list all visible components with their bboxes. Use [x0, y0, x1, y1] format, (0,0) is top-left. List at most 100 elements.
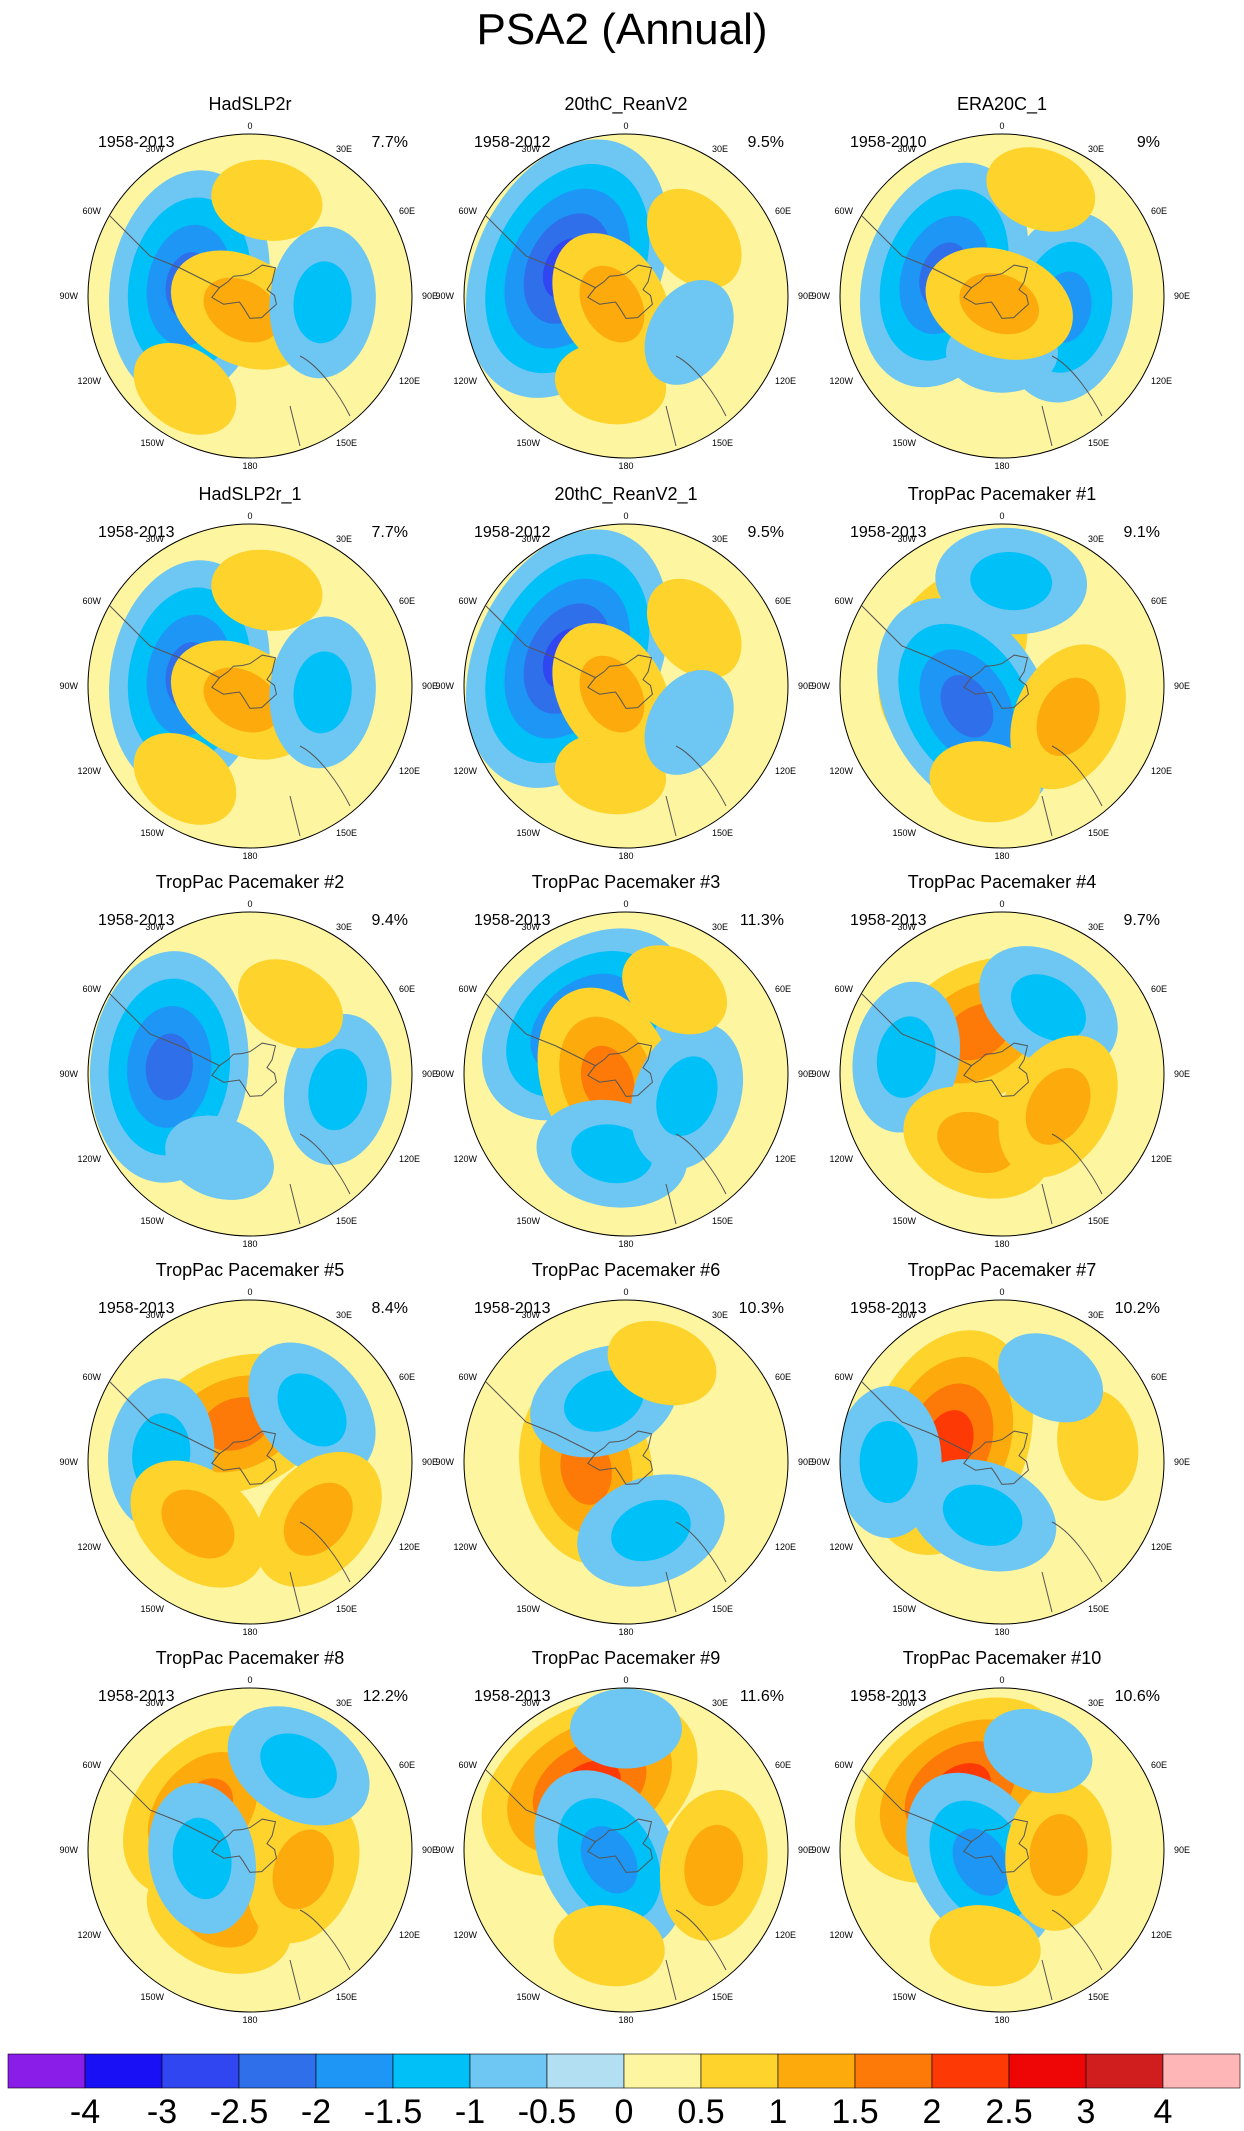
- peninsula-coastline: [109, 215, 221, 289]
- map-panel: TropPac Pacemaker #9 1958-2013 11.6% 0 30E 60…: [435, 1648, 814, 2025]
- map-panel: TropPac Pacemaker #8 1958-2013 12.2% 0 30E 60…: [59, 1648, 438, 2025]
- longitude-label: 120W: [454, 1542, 478, 1552]
- longitude-label: 150E: [1088, 1216, 1109, 1226]
- panel-period: 1958-2013: [98, 912, 175, 929]
- panel-title: TropPac Pacemaker #8: [156, 1648, 344, 1668]
- colorbar: -4 -3 -2.5 -2 -1.5 -1 -0.5 0 0.5 1 1.5 2 2.5 3 4: [7, 2053, 1241, 2131]
- longitude-label: 90W: [435, 291, 454, 301]
- anomaly-field: [88, 524, 412, 848]
- contour-region: [952, 1828, 1010, 1896]
- longitude-label: 90W: [435, 1845, 454, 1855]
- colorbar-tick-label: 3: [1077, 2093, 1096, 2131]
- longitude-label: 90E: [798, 1069, 814, 1079]
- longitude-label: 0: [999, 511, 1004, 521]
- panel-title: TropPac Pacemaker #3: [532, 872, 720, 892]
- anomaly-field: [88, 912, 412, 1236]
- longitude-label: 30W: [897, 1310, 916, 1320]
- contour-region: [611, 1499, 691, 1562]
- colorbar-swatch: [1162, 2053, 1241, 2089]
- panel-period: 1958-2013: [98, 1688, 175, 1705]
- map-border: [839, 1687, 1165, 2013]
- panel-variance: 9%: [1137, 134, 1160, 151]
- panel-variance: 12.2%: [363, 1688, 408, 1705]
- colorbar-tick-label: 2.5: [985, 2093, 1032, 2131]
- map-panel: 20thC_ReanV2 1958-2012 9.5% 0 30E 60E 90E 120E 1…: [435, 94, 814, 471]
- longitude-label: 180: [618, 851, 633, 861]
- longitude-label: 120W: [78, 1930, 102, 1940]
- longitude-label: 30W: [897, 1698, 916, 1708]
- panel-title: TropPac Pacemaker #9: [532, 1648, 720, 1668]
- longitude-label: 150W: [892, 1604, 916, 1614]
- peninsula-coastline: [109, 993, 221, 1067]
- longitude-label: 150W: [516, 1992, 540, 2002]
- longitude-label: 90E: [798, 681, 814, 691]
- map-panel: TropPac Pacemaker #1 1958-2013 9.1% 0 30E 60E…: [811, 484, 1190, 861]
- longitude-label: 90E: [1174, 291, 1190, 301]
- longitude-label: 30E: [1088, 144, 1104, 154]
- map-panel: HadSLP2r 1958-2013 7.7% 0 30E 60E 90E 120E 150E 1…: [59, 94, 438, 471]
- contour-region: [1029, 1814, 1088, 1896]
- longitude-label: 90E: [1174, 1845, 1190, 1855]
- contour-region: [293, 651, 352, 734]
- longitude-label: 180: [242, 461, 257, 471]
- panel-period: 1958-2013: [850, 912, 927, 929]
- panel-variance: 10.2%: [1115, 1300, 1160, 1317]
- longitude-label: 120W: [78, 1154, 102, 1164]
- contour-region: [940, 674, 994, 738]
- colorbar-swatch: [7, 2053, 86, 2089]
- panel-variance: 10.3%: [739, 1300, 784, 1317]
- longitude-label: 150W: [892, 1216, 916, 1226]
- longitude-label: 150E: [712, 1216, 733, 1226]
- longitude-label: 180: [618, 2015, 633, 2025]
- longitude-label: 90W: [811, 1457, 830, 1467]
- colorbar-swatch: [546, 2053, 625, 2089]
- longitude-label: 30E: [712, 1310, 728, 1320]
- longitude-label: 60E: [399, 206, 415, 216]
- longitude-label: 60E: [399, 596, 415, 606]
- longitude-label: 120E: [775, 1930, 796, 1940]
- panel-variance: 9.4%: [372, 912, 408, 929]
- longitude-label: 150W: [516, 438, 540, 448]
- anomaly-field: [464, 524, 788, 848]
- longitude-label: 150E: [1088, 1992, 1109, 2002]
- panel-title: TropPac Pacemaker #2: [156, 872, 344, 892]
- panel-variance: 11.6%: [740, 1688, 784, 1705]
- antarctica-outline: [963, 1818, 1029, 1873]
- australia-nz-coastline: [1041, 355, 1103, 447]
- longitude-label: 0: [999, 121, 1004, 131]
- longitude-label: 90W: [59, 681, 78, 691]
- antarctica-outline: [587, 264, 653, 319]
- longitude-label: 60W: [835, 984, 854, 994]
- longitude-label: 120W: [830, 1542, 854, 1552]
- longitude-label: 30W: [521, 534, 540, 544]
- longitude-label: 150W: [516, 828, 540, 838]
- longitude-label: 0: [999, 899, 1004, 909]
- panel-period: 1958-2010: [850, 134, 927, 151]
- contour-region: [1036, 677, 1100, 756]
- longitude-label: 150E: [1088, 828, 1109, 838]
- map-panel: ERA20C_1 1958-2010 9% 0 30E 60E 90E 120E 150E 180…: [811, 94, 1190, 471]
- longitude-label: 150W: [140, 1604, 164, 1614]
- contour-region: [983, 1708, 1093, 1794]
- australia-nz-coastline: [1041, 1521, 1103, 1613]
- australia-nz-coastline: [289, 745, 351, 837]
- longitude-label: 60W: [459, 1760, 478, 1770]
- antarctica-outline: [587, 654, 653, 709]
- longitude-label: 30E: [1088, 534, 1104, 544]
- longitude-label: 90W: [435, 1457, 454, 1467]
- longitude-label: 0: [247, 1287, 252, 1297]
- colorbar-swatch: [700, 2053, 779, 2089]
- longitude-label: 90E: [798, 1845, 814, 1855]
- longitude-label: 150W: [892, 1992, 916, 2002]
- peninsula-coastline: [109, 605, 221, 679]
- longitude-label: 150E: [336, 1992, 357, 2002]
- australia-nz-coastline: [1041, 1909, 1103, 2001]
- longitude-label: 90W: [59, 1457, 78, 1467]
- antarctica-outline: [211, 654, 277, 709]
- longitude-label: 60E: [775, 1760, 791, 1770]
- longitude-label: 180: [618, 1627, 633, 1637]
- longitude-label: 60E: [1151, 1760, 1167, 1770]
- australia-nz-coastline: [665, 1133, 727, 1225]
- colorbar-swatch: [469, 2053, 548, 2089]
